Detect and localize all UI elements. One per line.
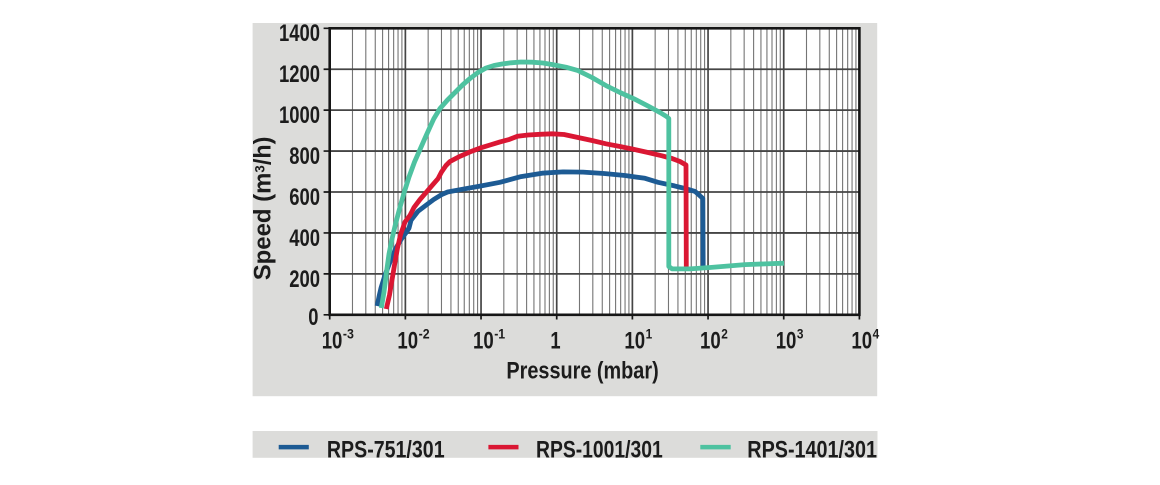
svg-text:10: 10 [322,327,343,354]
svg-text:RPS-751/301: RPS-751/301 [327,436,445,463]
svg-text:10: 10 [700,327,721,354]
svg-text:1: 1 [646,326,653,341]
svg-text:1200: 1200 [279,61,320,88]
svg-text:4: 4 [873,326,880,341]
svg-text:3: 3 [797,326,804,341]
svg-text:3: 3 [252,165,267,173]
svg-text:10: 10 [776,327,797,354]
svg-text:400: 400 [289,225,320,252]
svg-text:1000: 1000 [279,102,320,129]
svg-text:10: 10 [397,327,418,354]
svg-text:-2: -2 [419,326,430,341]
svg-text:-1: -1 [494,326,505,341]
svg-text:800: 800 [289,143,320,170]
svg-text:Speed (m: Speed (m [250,173,277,281]
svg-text:10: 10 [624,327,645,354]
svg-text:600: 600 [289,184,320,211]
svg-text:10: 10 [851,327,872,354]
svg-text:1: 1 [550,327,560,354]
svg-text:-3: -3 [343,326,354,341]
svg-text:0: 0 [308,304,318,331]
svg-text:200: 200 [289,266,320,293]
svg-text:2: 2 [721,326,728,341]
svg-text:RPS-1001/301: RPS-1001/301 [536,436,663,463]
svg-text:RPS-1401/301: RPS-1401/301 [747,436,877,463]
svg-text:/h): /h) [250,137,277,166]
svg-text:Pressure (mbar): Pressure (mbar) [506,357,658,384]
svg-text:1400: 1400 [279,20,320,47]
svg-text:10: 10 [473,327,494,354]
